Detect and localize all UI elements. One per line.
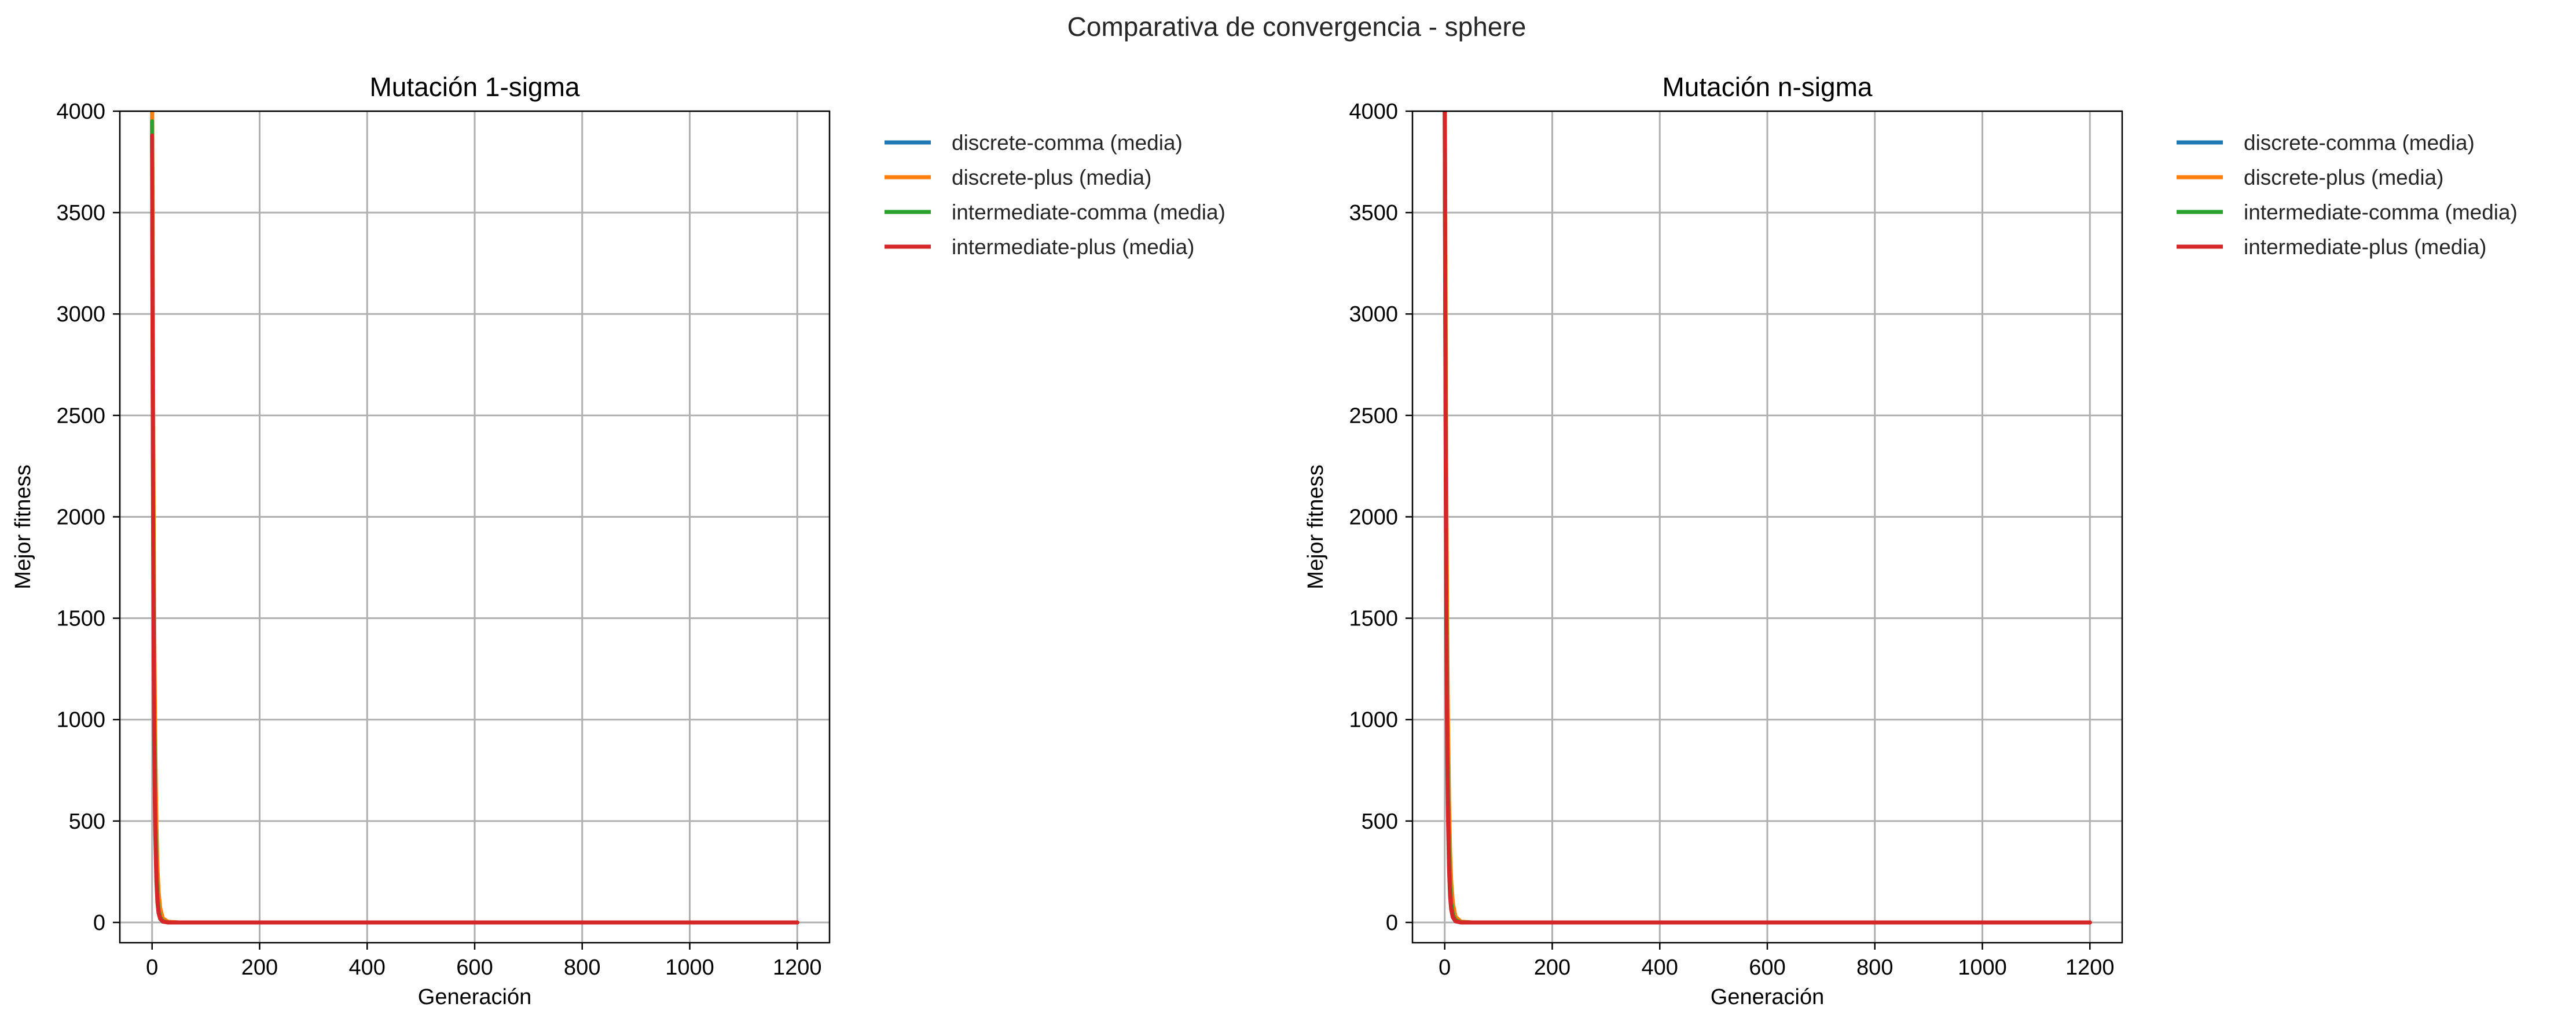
x-tick-label: 200 xyxy=(1534,955,1570,980)
y-tick-label: 0 xyxy=(93,911,105,935)
x-axis-label: Generación xyxy=(418,985,531,1009)
legend-entry-discrete-plus-media: discrete-plus (media) xyxy=(2244,166,2443,189)
x-tick-label: 400 xyxy=(1642,955,1678,980)
y-tick-label: 2000 xyxy=(56,505,105,529)
x-tick-label: 0 xyxy=(1439,955,1451,980)
x-tick-label: 600 xyxy=(456,955,493,980)
y-tick-label: 1500 xyxy=(56,607,105,631)
legend-entry-intermediate-plus-media: intermediate-plus (media) xyxy=(2244,235,2487,259)
plot-area xyxy=(1443,111,2092,925)
x-tick-label: 1200 xyxy=(773,955,822,980)
axes-title: Mutación 1-sigma xyxy=(369,72,579,102)
x-tick-label: 800 xyxy=(564,955,600,980)
x-tick-label: 200 xyxy=(241,955,278,980)
x-tick-label: 400 xyxy=(349,955,386,980)
y-tick-label: 500 xyxy=(69,810,105,834)
y-tick-label: 1000 xyxy=(1349,708,1398,733)
chart-mutacion-n-sigma: 0 200 400 600 800 1000 1200 0 500 1000 1500 2000 250… xyxy=(1304,72,2518,1009)
y-tick-label: 3500 xyxy=(1349,201,1398,225)
x-tick-label: 800 xyxy=(1856,955,1893,980)
y-axis-label: Mejor fitness xyxy=(11,464,35,589)
y-tick-label: 1500 xyxy=(1349,607,1398,631)
x-axis-label: Generación xyxy=(1711,985,1824,1009)
y-axis-label: Mejor fitness xyxy=(1304,464,1328,589)
legend-entry-intermediate-plus-media: intermediate-plus (media) xyxy=(952,235,1195,259)
legend: discrete-comma (media) discrete-plus (med… xyxy=(2177,131,2518,259)
legend-entry-intermediate-comma-media: intermediate-comma (media) xyxy=(2244,200,2518,224)
axes-title: Mutación n-sigma xyxy=(1662,72,1872,102)
series-line-intermediate-plus-media xyxy=(1443,111,2092,925)
y-tick-label: 2000 xyxy=(1349,505,1398,529)
y-tick-label: 500 xyxy=(1362,810,1398,834)
figure-suptitle: Comparativa de convergencia - sphere xyxy=(1067,12,1526,42)
legend-entry-discrete-comma-media: discrete-comma (media) xyxy=(952,131,1183,155)
legend: discrete-comma (media) discrete-plus (med… xyxy=(885,131,1225,259)
y-tick-label: 1000 xyxy=(56,708,105,733)
y-tick-label: 4000 xyxy=(1349,100,1398,124)
y-tick-label: 3000 xyxy=(1349,302,1398,327)
y-tick-label: 2500 xyxy=(56,404,105,428)
plot-area xyxy=(150,111,799,925)
y-tick-label: 0 xyxy=(1386,911,1398,935)
legend-entry-discrete-comma-media: discrete-comma (media) xyxy=(2244,131,2475,155)
legend-entry-discrete-plus-media: discrete-plus (media) xyxy=(952,166,1151,189)
x-tick-label: 1000 xyxy=(665,955,714,980)
chart-mutacion-1-sigma: 0 200 400 600 800 1000 1200 0 500 1000 1500 2000 250… xyxy=(11,72,1225,1009)
y-tick-label: 4000 xyxy=(56,100,105,124)
x-tick-label: 1000 xyxy=(1958,955,2007,980)
y-tick-label: 3000 xyxy=(56,302,105,327)
y-tick-label: 3500 xyxy=(56,201,105,225)
y-tick-label: 2500 xyxy=(1349,404,1398,428)
x-tick-label: 600 xyxy=(1749,955,1785,980)
series-line-intermediate-plus-media xyxy=(150,133,799,925)
x-tick-label: 1200 xyxy=(2065,955,2115,980)
x-tick-label: 0 xyxy=(146,955,158,980)
legend-entry-intermediate-comma-media: intermediate-comma (media) xyxy=(952,200,1225,224)
